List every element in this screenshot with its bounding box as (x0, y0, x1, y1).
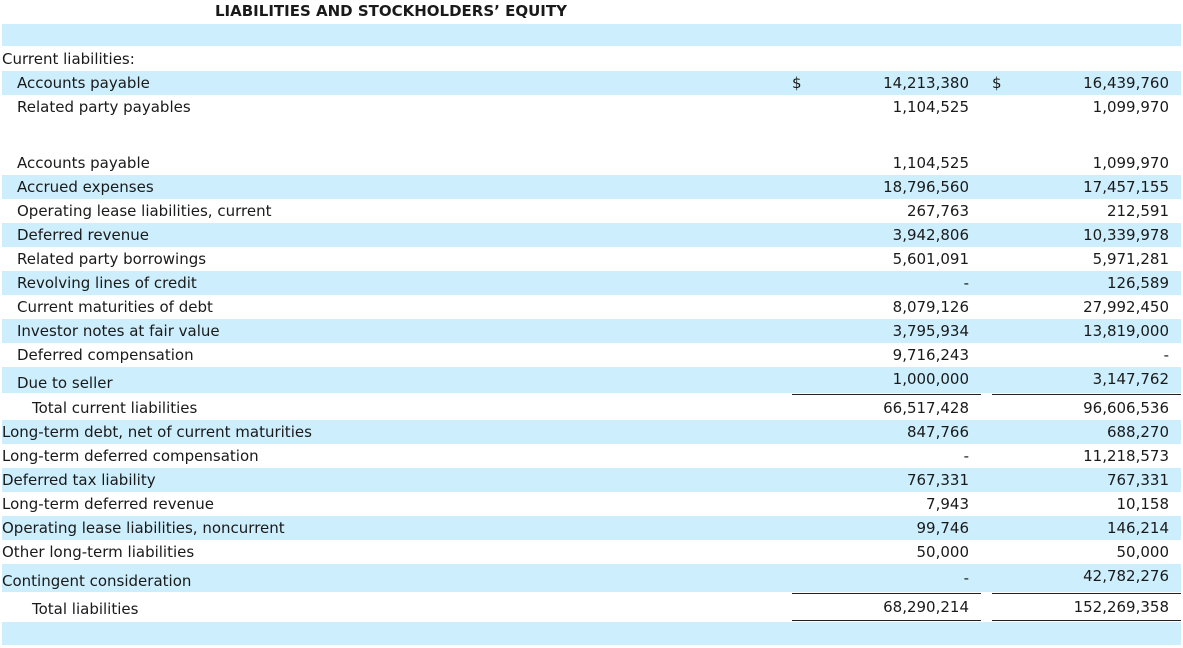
value-col2: 126,589 (1106, 274, 1169, 292)
table-row: Related party borrowings 5,601,091 5,971… (0, 247, 1183, 271)
row-label: Long-term debt, net of current maturitie… (2, 423, 312, 441)
row-label: Operating lease liabilities, current (17, 202, 272, 220)
total-rule (792, 620, 981, 621)
row-label: Accounts payable (17, 154, 150, 172)
table-row: Operating lease liabilities, noncurrent … (0, 516, 1183, 540)
table-row: Deferred revenue 3,942,806 10,339,978 (0, 223, 1183, 247)
value-col2: 42,782,276 (1083, 567, 1169, 585)
row-label: Accounts payable (17, 74, 150, 92)
value-col2: 1,099,970 (1092, 154, 1169, 172)
value-col1: 5,601,091 (892, 250, 969, 268)
value-col1: - (963, 274, 969, 292)
value-col1: 9,716,243 (892, 346, 969, 364)
value-col1: 99,746 (916, 519, 970, 537)
value-col1: - (963, 447, 969, 465)
table-row: Long-term deferred compensation - 11,218… (0, 444, 1183, 468)
row-label: Other long-term liabilities (2, 543, 195, 561)
table-row: Operating lease liabilities, current 267… (0, 199, 1183, 223)
table-row: Long-term debt, net of current maturitie… (0, 420, 1183, 444)
row-label: Operating lease liabilities, noncurrent (2, 519, 285, 537)
table-row: Investor notes at fair value 3,795,934 1… (0, 319, 1183, 343)
value-col1: 7,943 (926, 495, 969, 513)
value-col1: 8,079,126 (892, 298, 969, 316)
value-col2: 17,457,155 (1083, 178, 1169, 196)
row-label: Deferred revenue (17, 226, 149, 244)
total-rule (992, 620, 1181, 621)
section-header: Current liabilities: (2, 50, 135, 68)
table-row: Total current liabilities 66,517,428 96,… (0, 396, 1183, 420)
value-col1: - (963, 569, 969, 587)
subtotal-rule (992, 593, 1181, 594)
value-col2: 212,591 (1106, 202, 1169, 220)
table-row: Current maturities of debt 8,079,126 27,… (0, 295, 1183, 319)
row-label: Accrued expenses (17, 178, 154, 196)
value-col2: 5,971,281 (1092, 250, 1169, 268)
value-col2: 16,439,760 (1083, 74, 1169, 92)
value-col2: 96,606,536 (1083, 399, 1169, 417)
value-col1: 18,796,560 (883, 178, 969, 196)
value-col2: 27,992,450 (1083, 298, 1169, 316)
table-row: Accrued expenses 18,796,560 17,457,155 (0, 175, 1183, 199)
value-col2: 688,270 (1106, 423, 1169, 441)
value-col2: 11,218,573 (1083, 447, 1169, 465)
row-label: Deferred compensation (17, 346, 194, 364)
table-row: Due to seller 1,000,000 3,147,762 (0, 367, 1183, 393)
row-label: Total liabilities (32, 600, 139, 618)
subtotal-rule (792, 394, 981, 395)
value-col1: 847,766 (906, 423, 969, 441)
table-row: Deferred compensation 9,716,243 - (0, 343, 1183, 367)
value-col2: 152,269,358 (1073, 598, 1169, 616)
row-label: Related party borrowings (17, 250, 207, 268)
value-col2: 3,147,762 (1092, 370, 1169, 388)
row-label: Investor notes at fair value (17, 322, 220, 340)
section-header-row: Current liabilities: (0, 47, 1183, 71)
row-label: Contingent consideration (2, 572, 192, 590)
value-col1: 3,942,806 (892, 226, 969, 244)
value-col1: 767,331 (906, 471, 969, 489)
blank-band (2, 24, 1181, 46)
value-col1: 1,000,000 (892, 370, 969, 388)
value-col2: 146,214 (1106, 519, 1169, 537)
table-row: Long-term deferred revenue 7,943 10,158 (0, 492, 1183, 516)
row-label: Related party payables (17, 98, 191, 116)
table-row: Accounts payable $ 14,213,380 $ 16,439,7… (0, 71, 1183, 95)
row-label: Long-term deferred compensation (2, 447, 259, 465)
subtotal-rule (792, 593, 981, 594)
row-label: Long-term deferred revenue (2, 495, 215, 513)
currency-symbol: $ (792, 74, 802, 92)
value-col2: 10,158 (1116, 495, 1170, 513)
value-col1: 267,763 (906, 202, 969, 220)
value-col1: 3,795,934 (892, 322, 969, 340)
table-row: Contingent consideration - 42,782,276 (0, 564, 1183, 592)
value-col2: - (1163, 346, 1169, 364)
table-row: Accounts payable 1,104,525 1,099,970 (0, 151, 1183, 175)
blank-band (2, 622, 1181, 645)
value-col2: 767,331 (1106, 471, 1169, 489)
table-row: Revolving lines of credit - 126,589 (0, 271, 1183, 295)
value-col1: 68,290,214 (883, 598, 969, 616)
currency-symbol: $ (992, 74, 1002, 92)
value-col1: 50,000 (916, 543, 970, 561)
row-label: Current maturities of debt (17, 298, 213, 316)
value-col2: 13,819,000 (1083, 322, 1169, 340)
table-row: Related party payables 1,104,525 1,099,9… (0, 95, 1183, 119)
row-label: Due to seller (17, 374, 113, 392)
value-col1: 1,104,525 (892, 154, 969, 172)
value-col1: 1,104,525 (892, 98, 969, 116)
value-col2: 1,099,970 (1092, 98, 1169, 116)
row-label: Revolving lines of credit (17, 274, 197, 292)
row-label: Deferred tax liability (2, 471, 156, 489)
statement-title: LIABILITIES AND STOCKHOLDERS’ EQUITY (215, 2, 567, 20)
table-row: Deferred tax liability 767,331 767,331 (0, 468, 1183, 492)
row-label: Total current liabilities (32, 399, 198, 417)
value-col1: 14,213,380 (883, 74, 969, 92)
subtotal-rule (992, 394, 1181, 395)
value-col2: 10,339,978 (1083, 226, 1169, 244)
value-col2: 50,000 (1116, 543, 1170, 561)
table-row: Other long-term liabilities 50,000 50,00… (0, 540, 1183, 564)
value-col1: 66,517,428 (883, 399, 969, 417)
table-row: Total liabilities 68,290,214 152,269,358 (0, 595, 1183, 619)
